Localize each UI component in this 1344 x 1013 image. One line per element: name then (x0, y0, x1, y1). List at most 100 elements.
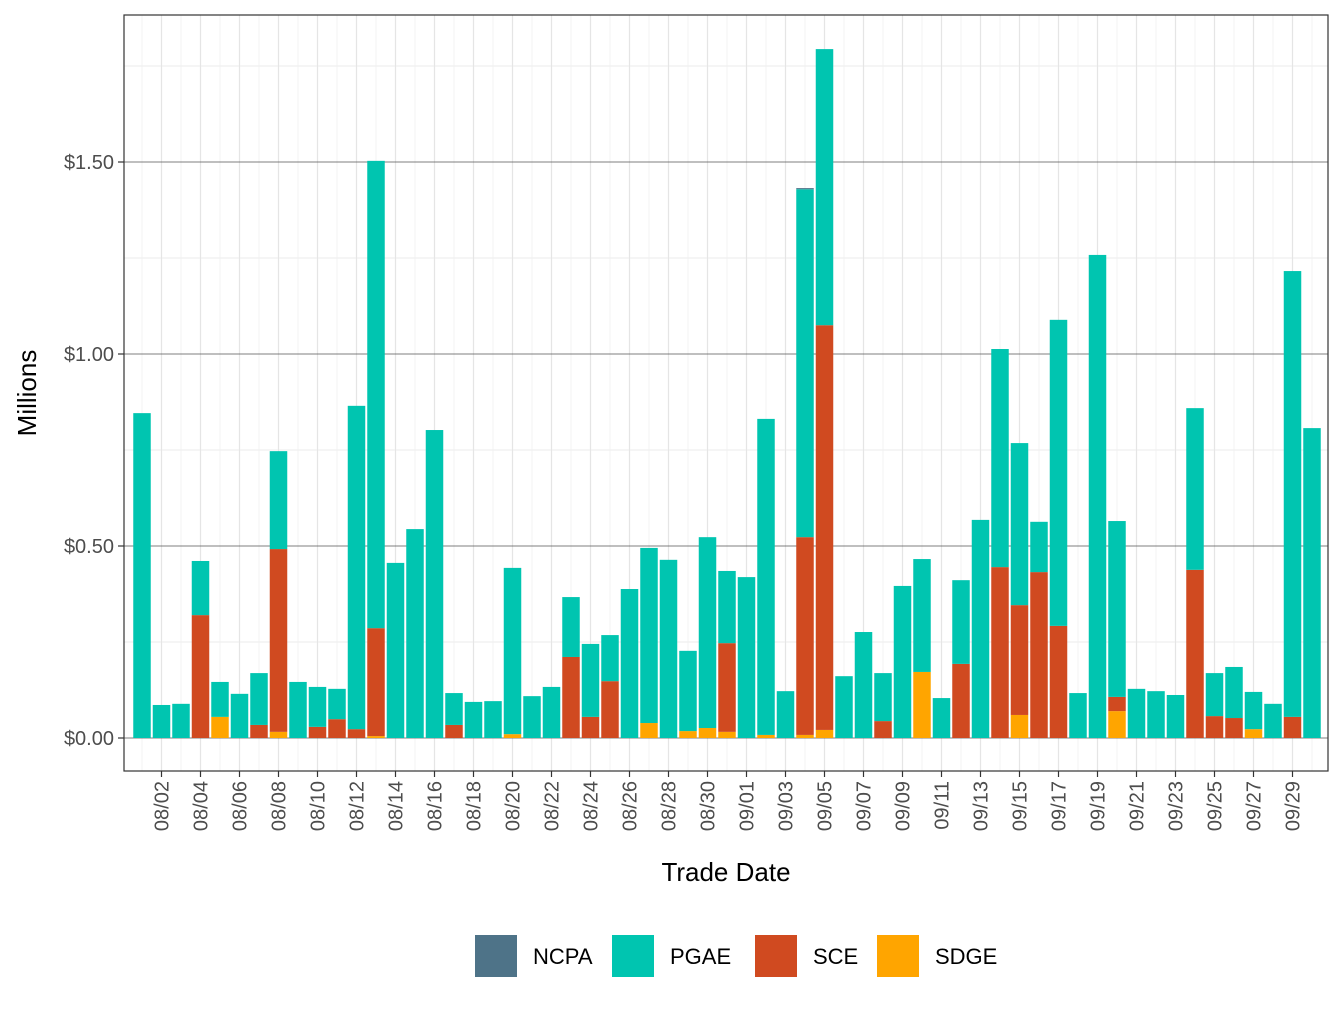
x-tick-label: 08/26 (620, 781, 642, 831)
bar-pgae-09-07 (854, 632, 873, 738)
bar-sce-08-17 (445, 724, 463, 738)
bar-pgae-08-12 (347, 405, 366, 730)
bar-pgae-08-09 (289, 681, 307, 738)
bar-sce-09-14 (991, 567, 1009, 738)
bar-pgae-09-26 (1225, 666, 1243, 719)
bar-sdge-08-13 (367, 736, 385, 738)
bar-pgae-09-02 (757, 418, 775, 735)
bar-pgae-08-06 (230, 693, 249, 738)
x-tick-label: 09/27 (1244, 781, 1266, 831)
bar-pgae-09-23 (1166, 694, 1185, 738)
x-tick-label: 09/15 (1010, 781, 1032, 831)
legend-swatch-sce (755, 935, 797, 977)
legend-label-ncpa: NCPA (533, 944, 593, 969)
x-tick-label: 08/16 (425, 781, 447, 831)
x-tick-label: 08/06 (230, 781, 252, 831)
x-tick-label: 09/13 (971, 781, 993, 831)
bar-sce-08-04 (191, 615, 210, 738)
bar-pgae-08-23 (562, 597, 580, 657)
bar-pgae-08-28 (659, 559, 678, 738)
x-tick-label: 09/05 (815, 781, 837, 831)
bar-sce-09-24 (1186, 569, 1204, 738)
bar-sdge-08-31 (718, 731, 736, 738)
bar-pgae-08-15 (406, 529, 424, 738)
bar-pgae-09-25 (1205, 673, 1224, 717)
bar-pgae-08-25 (601, 635, 619, 682)
bar-sdge-09-04 (796, 734, 814, 738)
bar-pgae-08-22 (542, 686, 561, 738)
bar-sce-08-23 (562, 656, 580, 738)
bar-sce-08-25 (601, 681, 619, 738)
legend-swatch-sdge (877, 935, 919, 977)
legend-swatch-ncpa (475, 935, 517, 977)
bar-pgae-08-30 (698, 537, 717, 729)
x-tick-label: 08/12 (347, 781, 369, 831)
bar-pgae-08-05 (211, 681, 229, 717)
bar-sdge-08-30 (698, 728, 717, 738)
bar-pgae-08-04 (191, 560, 210, 616)
legend-swatch-pgae (612, 935, 654, 977)
x-tick-label: 08/08 (269, 781, 291, 831)
bar-pgae-09-29 (1283, 271, 1302, 717)
bar-sdge-09-05 (815, 729, 834, 738)
bar-pgae-08-01 (133, 413, 151, 738)
bar-pgae-08-29 (679, 650, 697, 732)
x-tick-label: 09/03 (776, 781, 798, 831)
bar-pgae-09-05 (815, 49, 834, 326)
bar-pgae-08-19 (484, 701, 502, 738)
x-tick-label: 08/30 (698, 781, 720, 831)
panel-border (123, 14, 1329, 772)
bar-pgae-08-20 (503, 567, 522, 735)
bar-sce-08-07 (250, 724, 268, 738)
bar-pgae-09-22 (1147, 691, 1165, 738)
bar-sce-08-10 (308, 726, 327, 738)
bar-pgae-08-24 (581, 643, 600, 717)
bar-pgae-08-13 (367, 160, 385, 629)
bar-pgae-08-10 (308, 686, 327, 727)
bar-pgae-08-16 (425, 430, 444, 738)
bar-sce-09-26 (1225, 718, 1243, 738)
legend-label-sdge: SDGE (935, 944, 997, 969)
y-tick-label: $1.50 (64, 152, 114, 174)
bar-pgae-08-21 (523, 696, 541, 738)
bar-sdge-08-29 (679, 731, 697, 738)
legend-label-sce: SCE (813, 944, 858, 969)
bar-pgae-08-14 (386, 562, 405, 738)
bar-pgae-09-28 (1264, 703, 1282, 738)
bar-sce-09-12 (952, 663, 970, 738)
bar-pgae-09-21 (1127, 688, 1146, 738)
bar-sce-09-15 (1010, 605, 1029, 715)
x-tick-label: 08/10 (308, 781, 330, 831)
bar-sce-09-08 (874, 721, 892, 738)
bar-pgae-09-15 (1010, 443, 1029, 606)
x-tick-label: 08/24 (581, 781, 603, 831)
bar-pgae-09-03 (776, 691, 795, 738)
bar-sdge-08-27 (640, 723, 658, 738)
bar-sce-08-11 (328, 719, 346, 738)
x-tick-label: 09/23 (1166, 781, 1188, 831)
x-tick-label: 09/01 (737, 781, 759, 831)
bar-pgae-08-31 (718, 570, 736, 644)
bar-sdge-09-15 (1010, 714, 1029, 738)
bar-pgae-09-09 (893, 585, 912, 738)
bar-sce-09-29 (1283, 716, 1302, 738)
bar-sdge-09-02 (757, 734, 775, 738)
y-tick-label: $0.50 (64, 536, 114, 558)
bar-pgae-08-02 (152, 704, 171, 738)
x-tick-label: 09/19 (1088, 781, 1110, 831)
bar-sdge-09-10 (913, 671, 931, 738)
bar-sdge-08-05 (211, 716, 229, 738)
bar-sdge-09-27 (1244, 729, 1263, 738)
bar-sce-09-20 (1108, 696, 1126, 712)
bar-sdge-09-20 (1108, 711, 1126, 738)
x-tick-label: 09/07 (854, 781, 876, 831)
bar-pgae-08-27 (640, 547, 658, 724)
x-tick-label: 09/17 (1049, 781, 1071, 831)
bar-pgae-09-17 (1049, 319, 1068, 626)
bar-sce-09-25 (1205, 716, 1224, 738)
x-tick-label: 08/04 (191, 781, 213, 831)
bar-pgae-09-18 (1069, 693, 1087, 738)
x-tick-label: 09/29 (1283, 781, 1305, 831)
bar-pgae-09-16 (1030, 521, 1048, 573)
